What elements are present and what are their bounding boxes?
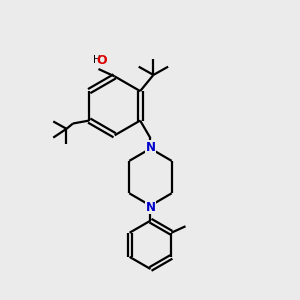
- Text: N: N: [146, 201, 155, 214]
- Text: N: N: [146, 141, 155, 154]
- Text: O: O: [97, 54, 107, 67]
- Text: H: H: [93, 56, 101, 65]
